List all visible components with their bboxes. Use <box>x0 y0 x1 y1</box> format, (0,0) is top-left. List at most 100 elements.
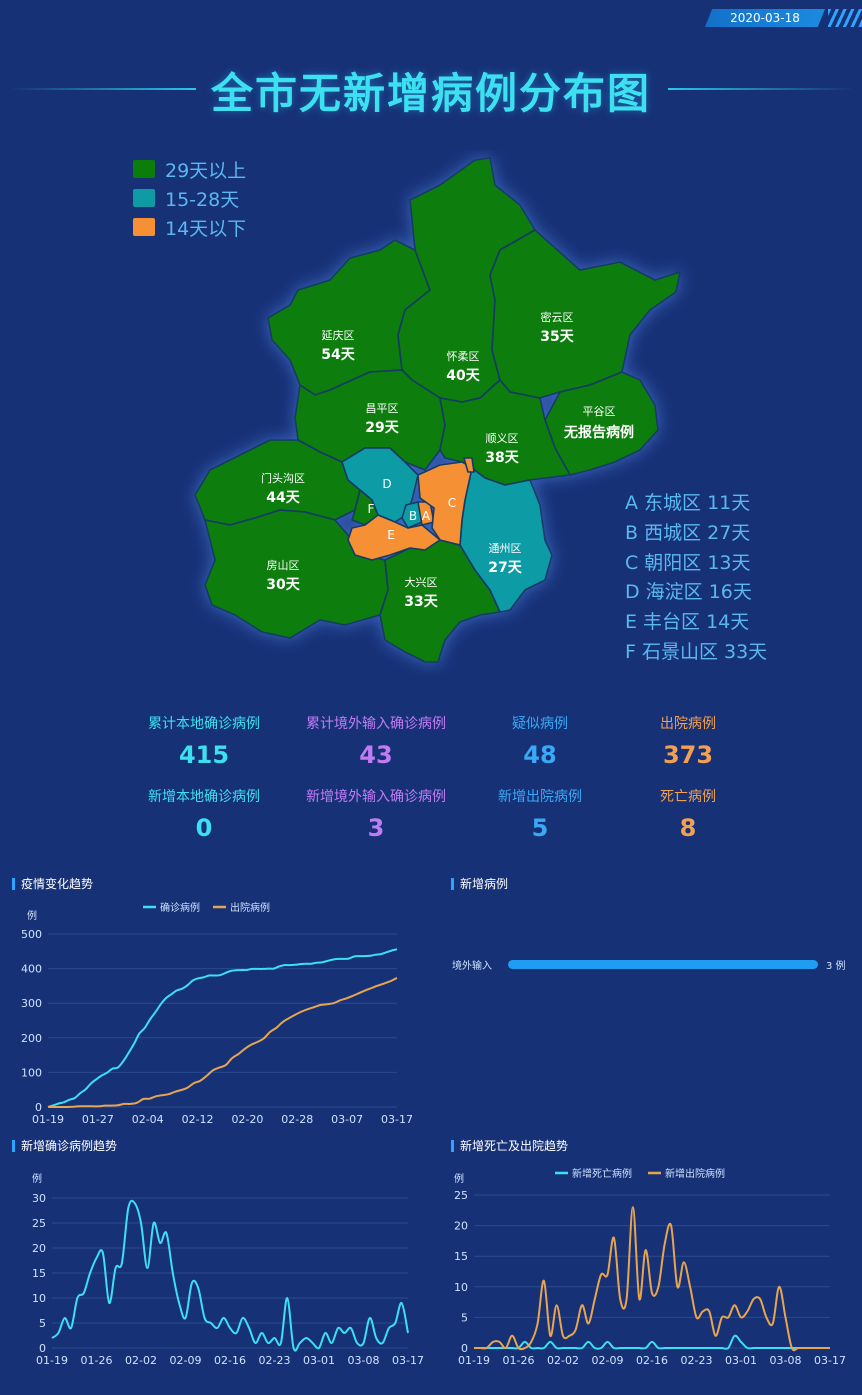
map-letter-d: D <box>382 477 391 491</box>
y-tick-label: 500 <box>21 928 42 941</box>
trend-chart: 确诊病例 出院病例 例 0 100 200 300 400 500 01-19 01-27 02… <box>21 901 413 1126</box>
date-badge-stripes <box>828 9 862 27</box>
bar-fill <box>508 960 818 969</box>
y-tick-label: 0 <box>35 1101 42 1114</box>
x-tick-label: 03-17 <box>814 1354 846 1367</box>
legend-item-29-plus: 29天以上 <box>133 158 247 182</box>
x-tick-label: 03-08 <box>348 1354 380 1367</box>
legend-swatch <box>133 160 155 178</box>
death-discharge-legend: 新增死亡病例 新增出院病例 <box>555 1167 725 1180</box>
x-tick-label: 02-09 <box>170 1354 202 1367</box>
x-tick-label: 03-17 <box>392 1354 424 1367</box>
district-list-item: F 石景山区 33天 <box>625 641 768 663</box>
stat-new-discharged: 新增出院病例 5 <box>440 786 640 842</box>
district-fengtai <box>347 514 441 561</box>
y-tick-label: 5 <box>39 1317 46 1330</box>
district-list-item: D 海淀区 16天 <box>625 581 752 603</box>
x-tick-label: 02-23 <box>259 1354 291 1367</box>
new-confirmed-chart: 例 0 5 10 15 20 25 30 01-19 01-26 02-02 02-09 02-16 0… <box>32 1172 424 1367</box>
map-letter-f: F <box>368 502 375 516</box>
x-tick-label: 02-04 <box>132 1113 164 1126</box>
legend-item-15-28: 15-28天 <box>133 187 240 211</box>
map-days-shunyi: 38天 <box>485 450 519 466</box>
x-tick-label: 01-26 <box>503 1354 535 1367</box>
x-tick-label: 02-23 <box>681 1354 713 1367</box>
district-chaoyang-exclave <box>463 457 475 473</box>
district-list-item: B 西城区 27天 <box>625 522 751 544</box>
map-days-mentougou: 44天 <box>266 490 300 506</box>
date-badge: 2020-03-18 <box>705 9 825 27</box>
y-tick-label: 0 <box>461 1342 468 1355</box>
stat-value: 0 <box>195 814 213 842</box>
legend-label: 15-28天 <box>165 188 240 211</box>
stat-label: 死亡病例 <box>660 789 716 805</box>
x-tick-label: 01-27 <box>82 1113 114 1126</box>
y-tick-label: 30 <box>32 1192 46 1205</box>
district-xicheng <box>401 501 423 529</box>
map-days-pinggu: 无报告病例 <box>563 424 634 441</box>
y-tick-label: 0 <box>39 1342 46 1355</box>
stat-value: 415 <box>178 741 230 769</box>
panel-title-new-cases: 新增病例 <box>451 878 508 890</box>
legend-label: 29天以上 <box>165 159 247 182</box>
y-axis-unit: 例 <box>27 909 37 922</box>
stat-value: 48 <box>523 741 557 769</box>
map-days-huairou: 40天 <box>446 368 480 384</box>
title-divider-right <box>668 88 854 90</box>
title-divider-left <box>10 88 196 90</box>
stat-label: 新增本地确诊病例 <box>148 789 260 805</box>
stat-new-imported-confirmed: 新增境外输入确诊病例 3 <box>276 786 476 842</box>
stat-label: 疑似病例 <box>512 716 568 732</box>
legend-item-under-14: 14天以下 <box>133 216 246 240</box>
series-line-new-discharges <box>474 1206 830 1352</box>
x-tick-label: 02-20 <box>231 1113 263 1126</box>
stat-value: 3 <box>367 814 385 842</box>
y-tick-label: 15 <box>454 1250 468 1263</box>
new-cases-bar-chart: 境外输入 3 例 <box>452 959 846 972</box>
map-days-fangshan: 30天 <box>266 577 300 593</box>
x-tick-label: 01-26 <box>81 1354 113 1367</box>
stat-deaths: 死亡病例 8 <box>588 786 788 842</box>
map-days-changping: 29天 <box>365 420 399 436</box>
map-label-fangshan: 房山区 <box>267 559 300 572</box>
x-tick-label: 03-07 <box>331 1113 363 1126</box>
y-tick-label: 25 <box>454 1189 468 1202</box>
map-label-tongzhou: 通州区 <box>489 542 522 555</box>
stat-label: 出院病例 <box>660 716 716 732</box>
stat-label: 累计境外输入确诊病例 <box>306 716 446 732</box>
legend-swatch <box>133 189 155 207</box>
page-title: 全市无新增病例分布图 <box>210 69 651 118</box>
series-line-new-deaths <box>474 1334 830 1350</box>
panel-title-death-discharge: 新增死亡及出院趋势 <box>451 1140 568 1152</box>
x-tick-label: 01-19 <box>458 1354 490 1367</box>
map-days-miyun: 35天 <box>540 329 574 345</box>
stat-label: 累计本地确诊病例 <box>148 716 260 732</box>
district-list-item: C 朝阳区 13天 <box>625 552 751 574</box>
legend-discharges: 新增出院病例 <box>665 1167 725 1180</box>
legend-discharged: 出院病例 <box>230 901 270 914</box>
stat-local-confirmed: 累计本地确诊病例 415 <box>104 713 304 769</box>
series-line-discharged <box>48 977 398 1109</box>
stat-value: 43 <box>359 741 393 769</box>
y-axis-unit: 例 <box>32 1172 42 1185</box>
map-letter-a: A <box>422 509 431 523</box>
map-days-yanqing: 54天 <box>321 347 355 363</box>
y-tick-label: 20 <box>454 1220 468 1233</box>
series-line-new-confirmed <box>51 1199 409 1352</box>
stat-value: 8 <box>679 814 697 842</box>
legend-swatch <box>133 218 155 236</box>
district-list-item: E 丰台区 14天 <box>625 611 750 633</box>
stat-label: 新增境外输入确诊病例 <box>306 789 446 805</box>
map-days-daxing: 33天 <box>404 594 438 610</box>
stat-value: 5 <box>531 814 549 842</box>
x-tick-label: 01-19 <box>32 1113 64 1126</box>
legend-confirmed: 确诊病例 <box>160 901 200 914</box>
stat-value: 373 <box>662 741 714 769</box>
x-tick-label: 02-02 <box>125 1354 157 1367</box>
x-tick-label: 01-19 <box>36 1354 68 1367</box>
y-tick-label: 15 <box>32 1267 46 1280</box>
map-label-huairou: 怀柔区 <box>447 350 480 363</box>
x-tick-label: 02-28 <box>281 1113 313 1126</box>
bar-value-label: 3 例 <box>826 959 846 972</box>
map-letter-b: B <box>409 509 417 523</box>
